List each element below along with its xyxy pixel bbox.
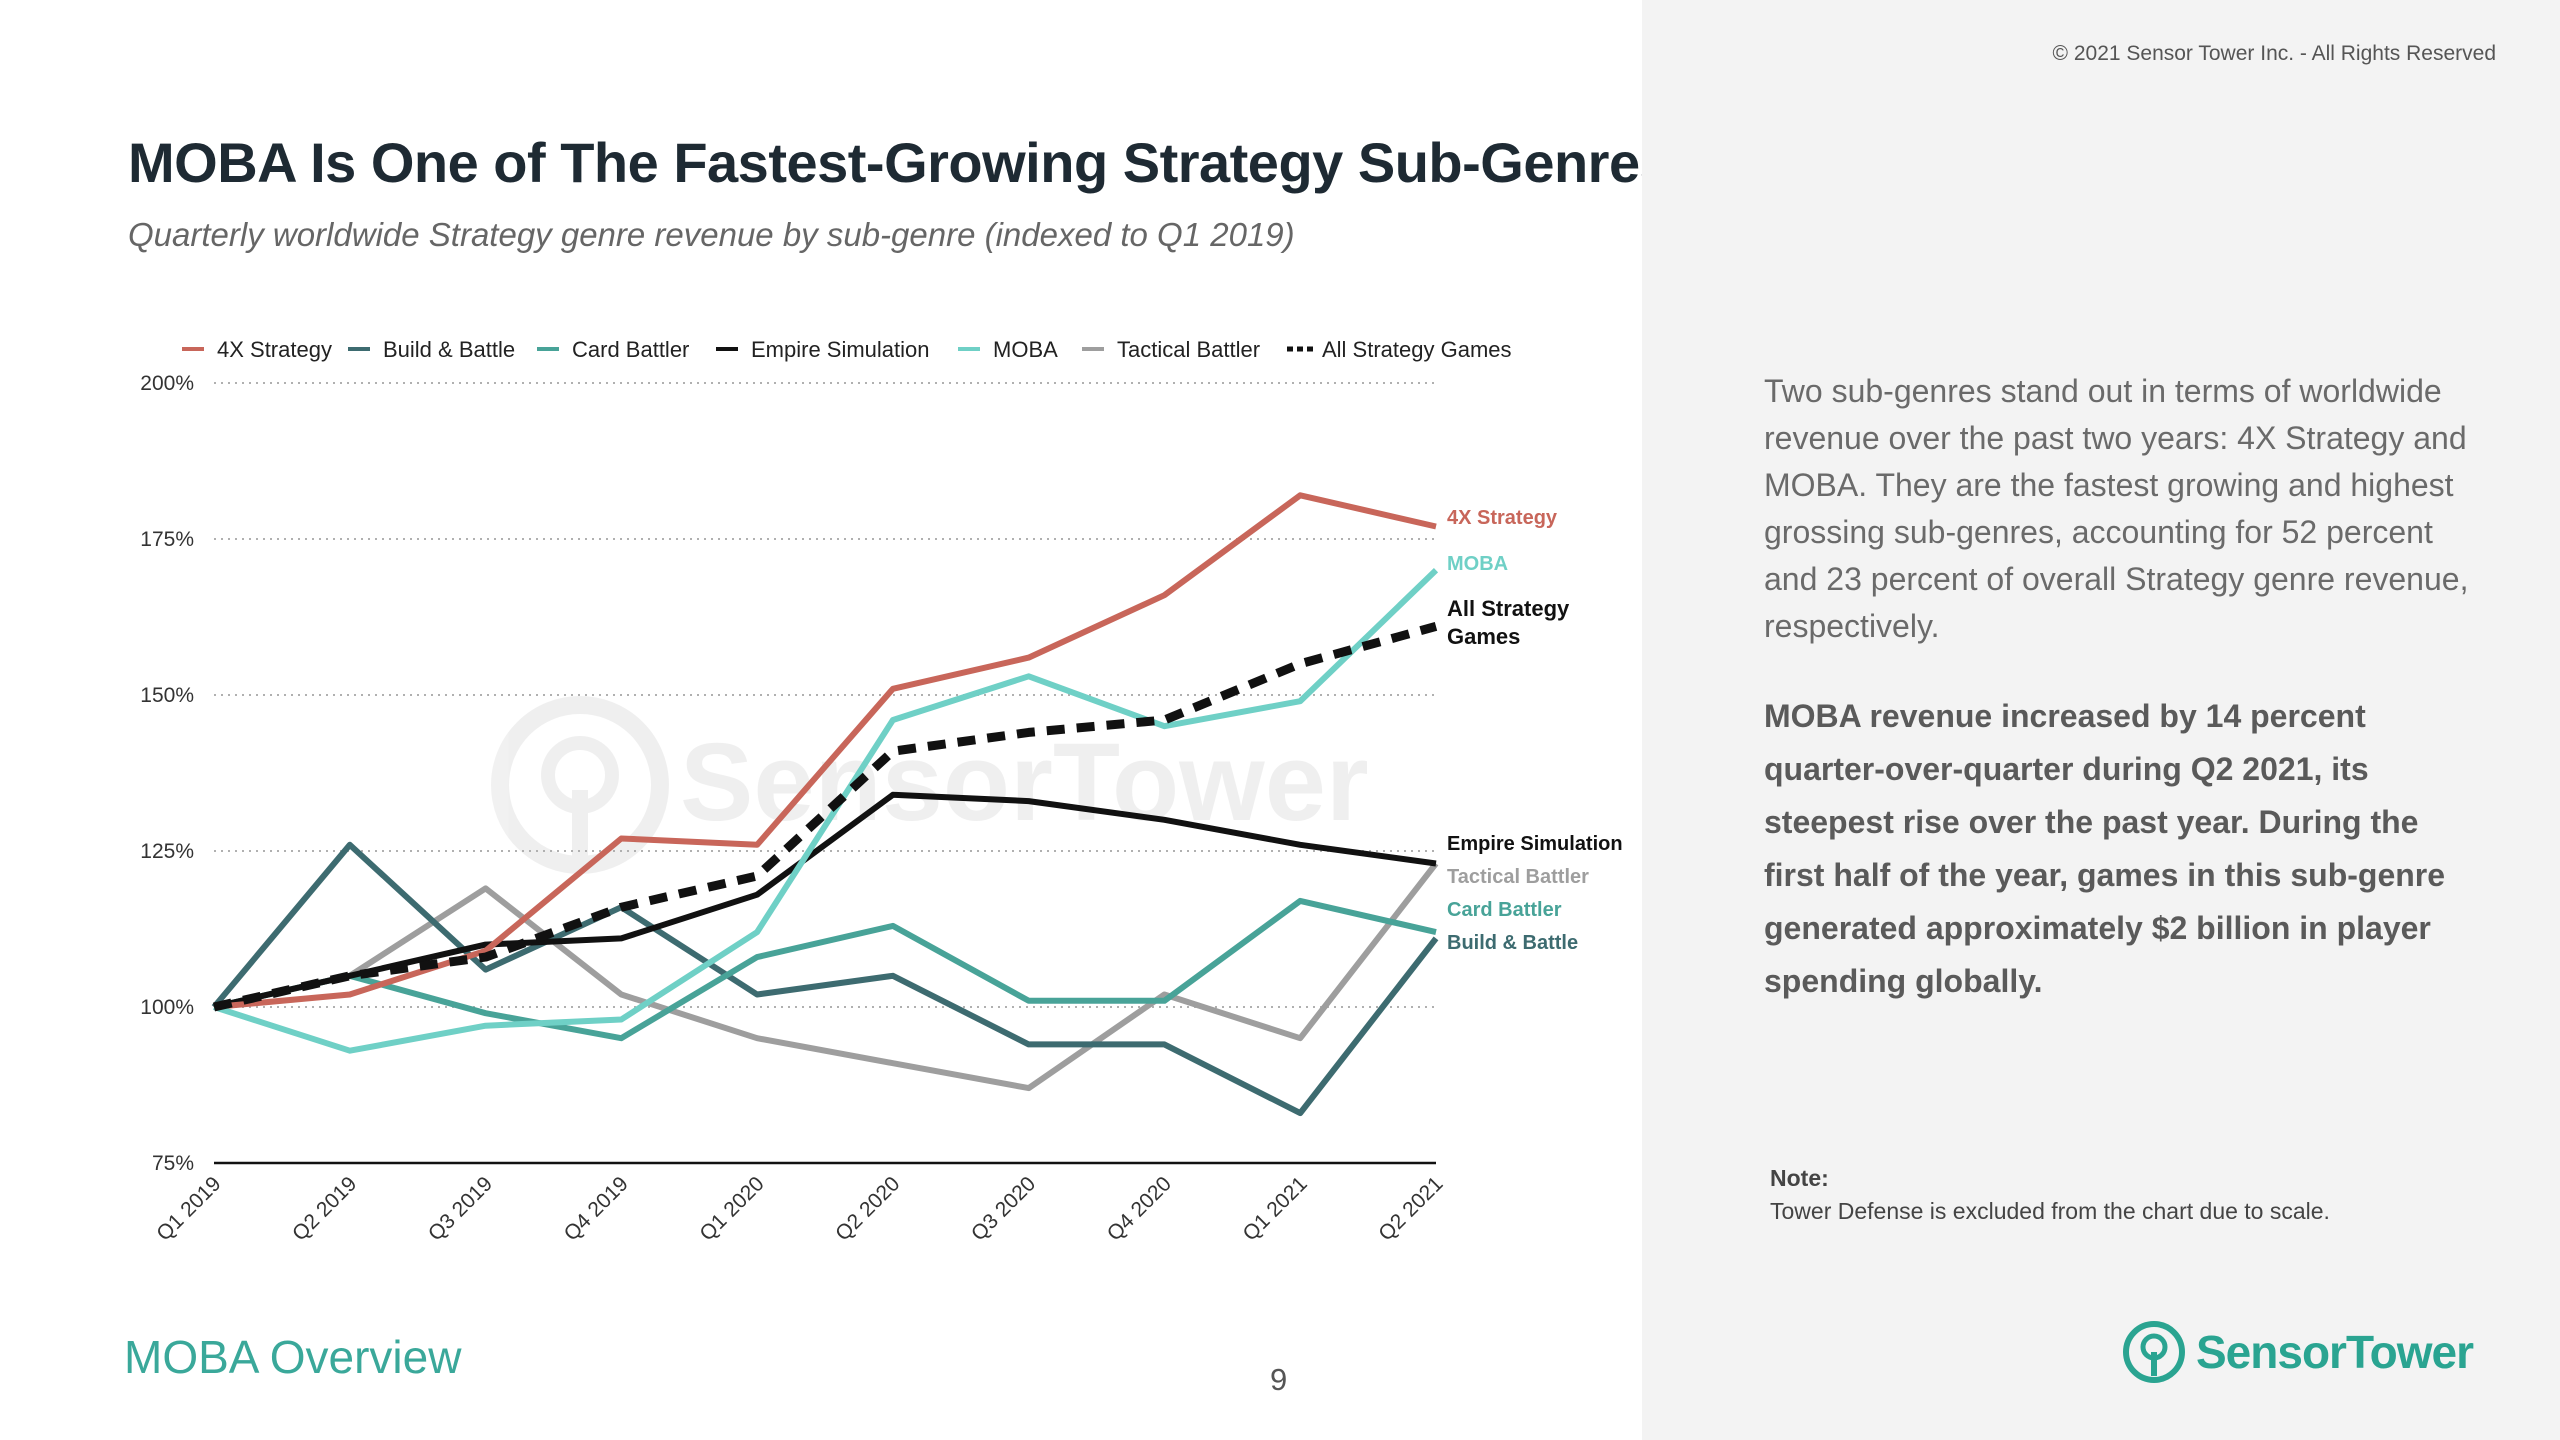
main-panel: MOBA Is One of The Fastest-Growing Strat…	[124, 131, 1671, 1397]
revenue-line-chart: SensorTower 75% 100% 125% 150% 175% 200% Q1 20…	[140, 337, 1623, 1246]
chart-legend: 4X Strategy Build & Battle Card Battler Emp…	[182, 337, 1512, 362]
series-end-label: Build & Battle	[1447, 932, 1578, 954]
legend-label: Build & Battle	[383, 337, 515, 362]
sensortower-watermark: SensorTower	[491, 696, 1369, 874]
section-title: MOBA Overview	[124, 1331, 462, 1383]
series-line-tactical-battler	[213, 861, 1439, 1092]
legend-label: 4X Strategy	[217, 337, 332, 362]
series-end-label: All Strategy	[1447, 596, 1570, 621]
x-tick-label: Q4 2020	[1103, 1172, 1176, 1245]
chart-series	[211, 492, 1439, 1117]
page-title: MOBA Is One of The Fastest-Growing Strat…	[128, 131, 1671, 194]
note-text: Tower Defense is excluded from the chart…	[1770, 1198, 2330, 1224]
commentary-paragraph-1: Two sub-genres stand out in terms of wor…	[1764, 373, 2469, 644]
chart-gridlines	[214, 382, 1436, 1008]
legend-label: Card Battler	[572, 337, 689, 362]
series-end-label: MOBA	[1447, 553, 1508, 575]
commentary-paragraph-2: MOBA revenue increased by 14 percent qua…	[1764, 698, 2446, 999]
x-tick-label: Q3 2020	[967, 1172, 1040, 1245]
copyright-notice: © 2021 Sensor Tower Inc. - All Rights Re…	[2052, 42, 2496, 65]
series-line-4x-strategy	[213, 492, 1437, 1010]
y-tick-label: 175%	[140, 528, 194, 551]
page-subtitle: Quarterly worldwide Strategy genre reven…	[128, 216, 1295, 253]
series-line-empire-simulation	[213, 791, 1437, 1010]
series-line-build-battle	[211, 841, 1439, 1117]
series-end-label: 4X Strategy	[1447, 507, 1558, 529]
x-tick-label: Q1 2020	[695, 1172, 768, 1245]
series-end-label: Games	[1447, 624, 1520, 649]
commentary-panel: © 2021 Sensor Tower Inc. - All Rights Re…	[1642, 0, 2560, 1440]
page-number: 9	[1270, 1362, 1288, 1397]
legend-label: Empire Simulation	[751, 337, 930, 362]
legend-label: All Strategy Games	[1322, 337, 1512, 362]
x-tick-label: Q3 2019	[424, 1172, 497, 1245]
series-end-label: Card Battler	[1447, 899, 1562, 921]
y-tick-label: 150%	[140, 684, 194, 707]
x-tick-label: Q4 2019	[560, 1172, 633, 1245]
y-tick-label: 75%	[152, 1152, 194, 1175]
y-tick-label: 125%	[140, 840, 194, 863]
legend-label: MOBA	[993, 337, 1058, 362]
series-line-moba	[213, 568, 1439, 1054]
x-tick-label: Q1 2021	[1239, 1172, 1312, 1245]
series-end-label: Empire Simulation	[1447, 833, 1623, 855]
y-tick-label: 100%	[140, 996, 194, 1019]
series-line-all-strategy-games	[212, 622, 1438, 1012]
brand-name: SensorTower	[2196, 1326, 2474, 1378]
brand-logo: SensorTower	[2122, 1320, 2474, 1384]
x-tick-label: Q1 2019	[152, 1172, 225, 1245]
sensortower-logo-icon	[2123, 1321, 2185, 1383]
svg-text:SensorTower: SensorTower	[680, 721, 1369, 844]
note-label: Note:	[1770, 1165, 1829, 1191]
y-tick-label: 200%	[140, 372, 194, 395]
legend-label: Tactical Battler	[1117, 337, 1260, 362]
chart-end-labels: 4X Strategy MOBA All Strategy Games Empire S…	[1447, 507, 1623, 954]
x-tick-label: Q2 2021	[1374, 1172, 1447, 1245]
series-line-card-battler	[213, 897, 1437, 1042]
x-tick-label: Q2 2020	[831, 1172, 904, 1245]
series-end-label: Tactical Battler	[1447, 866, 1589, 888]
x-tick-label: Q2 2019	[288, 1172, 361, 1245]
